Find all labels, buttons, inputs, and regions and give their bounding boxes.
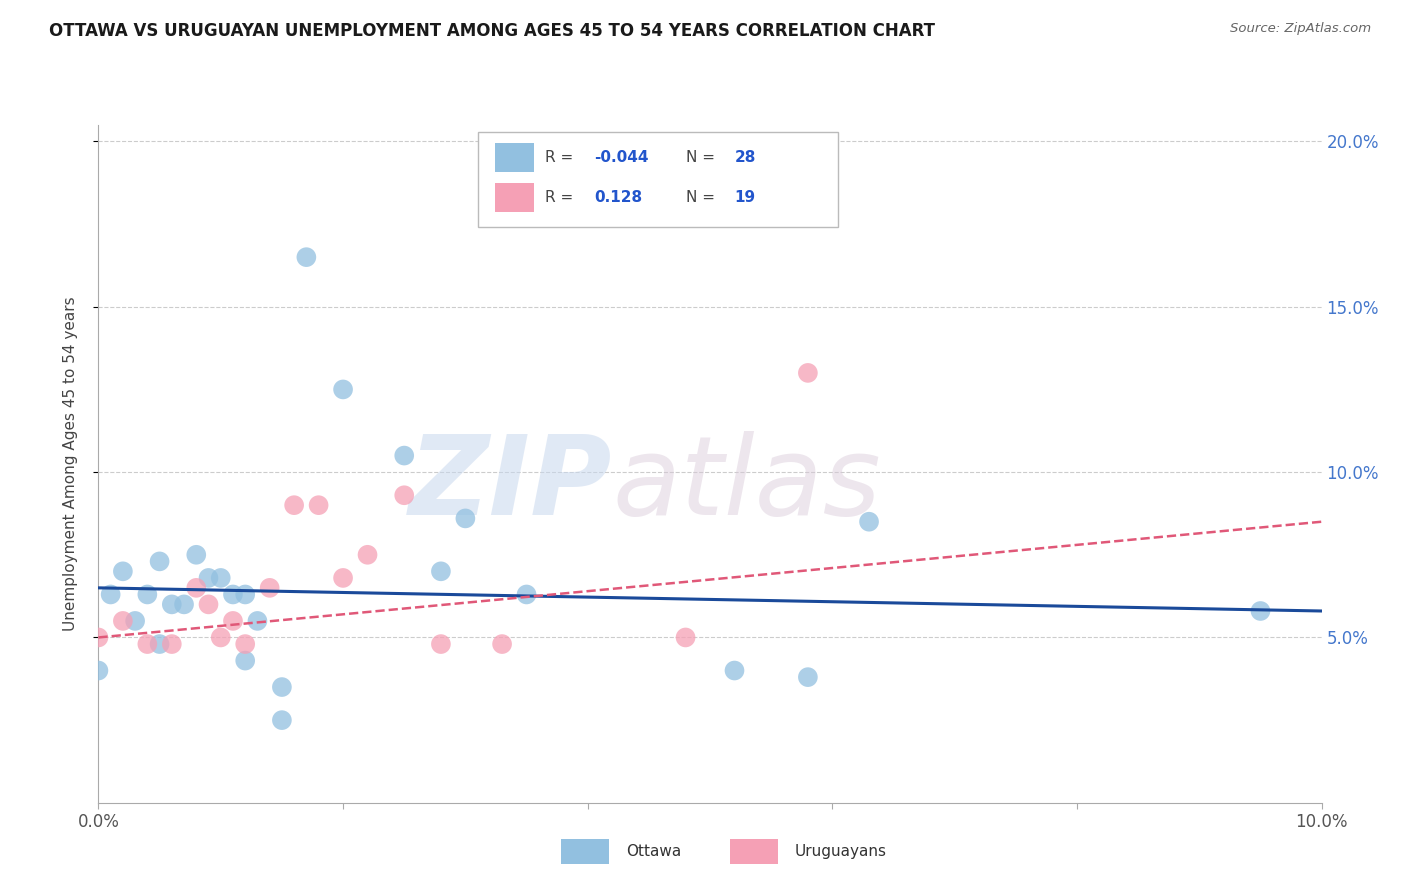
Point [392, 488, 416, 502]
Point [111, 614, 134, 628]
Point [295, 250, 318, 264]
Point [87, 664, 110, 678]
Text: 0.128: 0.128 [593, 190, 643, 205]
Text: OTTAWA VS URUGUAYAN UNEMPLOYMENT AMONG AGES 45 TO 54 YEARS CORRELATION CHART: OTTAWA VS URUGUAYAN UNEMPLOYMENT AMONG A… [49, 22, 935, 40]
Point [222, 614, 245, 628]
Point [332, 571, 354, 585]
Point [160, 598, 183, 612]
Point [173, 598, 195, 612]
Point [270, 680, 292, 694]
Text: -0.044: -0.044 [593, 150, 648, 165]
Point [149, 637, 172, 651]
Point [516, 587, 538, 601]
Point [270, 713, 292, 727]
Point [454, 511, 477, 525]
Point [209, 631, 232, 645]
Text: N =: N = [686, 150, 720, 165]
Point [858, 515, 880, 529]
Text: N =: N = [686, 190, 720, 205]
Point [430, 637, 453, 651]
Point [675, 631, 697, 645]
FancyBboxPatch shape [495, 143, 534, 172]
Point [186, 548, 208, 562]
Point [197, 598, 219, 612]
Point [136, 587, 159, 601]
Text: 19: 19 [734, 190, 755, 205]
Point [100, 587, 122, 601]
Text: Uruguayans: Uruguayans [794, 845, 886, 859]
Text: Ottawa: Ottawa [626, 845, 681, 859]
Y-axis label: Unemployment Among Ages 45 to 54 years: Unemployment Among Ages 45 to 54 years [63, 296, 77, 632]
Point [186, 581, 208, 595]
Point [149, 554, 172, 568]
FancyBboxPatch shape [478, 132, 838, 227]
Point [430, 564, 453, 578]
Text: Source: ZipAtlas.com: Source: ZipAtlas.com [1230, 22, 1371, 36]
Point [259, 581, 281, 595]
Text: ZIP: ZIP [409, 431, 612, 538]
Point [392, 449, 416, 463]
Point [797, 366, 820, 380]
Point [160, 637, 183, 651]
Point [723, 664, 745, 678]
Point [111, 564, 134, 578]
FancyBboxPatch shape [495, 183, 534, 212]
Point [233, 637, 256, 651]
Point [308, 498, 330, 512]
Text: R =: R = [546, 190, 578, 205]
Point [233, 654, 256, 668]
Point [87, 631, 110, 645]
Text: 28: 28 [734, 150, 756, 165]
Point [124, 614, 146, 628]
Point [233, 587, 256, 601]
Point [283, 498, 305, 512]
Point [332, 383, 354, 397]
Text: atlas: atlas [612, 431, 880, 538]
Point [222, 587, 245, 601]
Text: R =: R = [546, 150, 578, 165]
Point [209, 571, 232, 585]
Point [491, 637, 513, 651]
Point [136, 637, 159, 651]
Point [356, 548, 378, 562]
Point [246, 614, 269, 628]
Point [797, 670, 820, 684]
Point [197, 571, 219, 585]
Point [1249, 604, 1271, 618]
